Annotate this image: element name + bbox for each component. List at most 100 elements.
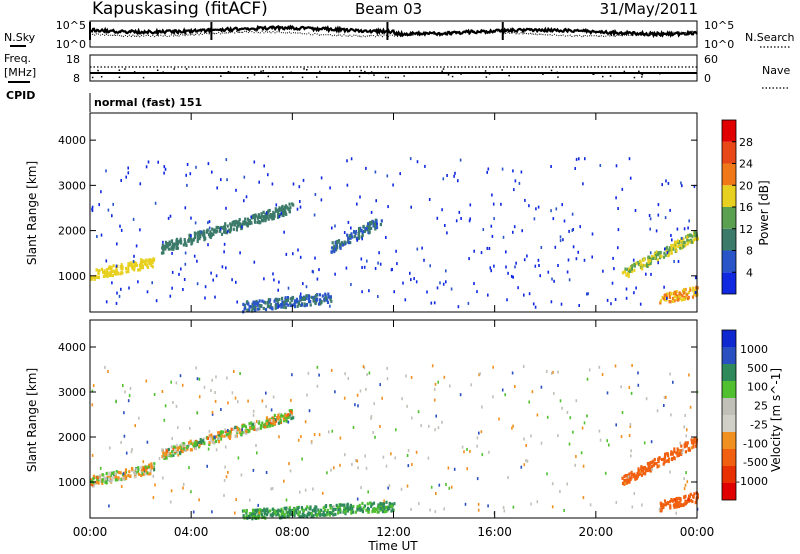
echo-cell [629, 269, 632, 273]
echo-cell [689, 288, 692, 292]
scatter-cell [551, 505, 554, 509]
echo-cell [375, 221, 378, 225]
echo-cell [125, 270, 128, 274]
echo-cell [640, 467, 643, 471]
scatter-cell [681, 184, 683, 188]
echo-cell [656, 253, 659, 257]
echo-cell [683, 495, 686, 499]
time-tick-label: 00:00 [73, 525, 108, 539]
echo-cell [249, 220, 252, 225]
scatter-cell [568, 442, 571, 446]
echo-cell [277, 214, 280, 218]
scatter-cell [350, 283, 352, 286]
scatter-cell [171, 437, 173, 440]
echo-cell [672, 503, 675, 507]
scatter-cell [334, 224, 336, 228]
echo-cell [674, 293, 677, 297]
echo-cell [253, 427, 256, 431]
scatter-cell [377, 295, 379, 298]
echo-cell [200, 441, 203, 445]
freq-dot [453, 72, 456, 74]
echo-cell [366, 502, 369, 506]
scatter-cell [402, 281, 404, 285]
scatter-cell [171, 251, 173, 255]
scatter-cell [450, 485, 453, 489]
echo-cell [242, 220, 245, 224]
scatter-cell [562, 238, 564, 242]
scatter-cell [537, 205, 540, 209]
scatter-cell [493, 264, 495, 268]
echo-cell [677, 496, 680, 501]
echo-cell [149, 472, 152, 476]
echo-cell [101, 481, 104, 485]
echo-cell [307, 513, 310, 517]
colorbar-segment [722, 272, 736, 294]
echo-cell [262, 214, 265, 219]
echo-cell [202, 229, 205, 233]
scatter-cell [523, 258, 526, 262]
scatter-cell [437, 426, 440, 430]
y-tick-label: 3000 [58, 179, 86, 192]
echo-cell [264, 307, 268, 312]
echo-cell [237, 220, 240, 224]
echo-cell [678, 242, 681, 246]
echo-cell [637, 262, 641, 266]
echo-cell [666, 501, 669, 505]
scatter-cell [253, 160, 256, 164]
echo-cell [232, 227, 235, 231]
scatter-cell [252, 468, 255, 472]
echo-cell [231, 223, 234, 227]
echo-cell [287, 303, 290, 307]
scatter-cell [283, 479, 285, 483]
scatter-cell [312, 270, 314, 274]
scatter-cell [267, 173, 269, 177]
freq-dot [633, 76, 636, 79]
scatter-cell [343, 231, 346, 234]
echo-cell [288, 202, 291, 206]
echo-cell [632, 475, 635, 479]
scatter-cell [170, 489, 173, 493]
scatter-cell [434, 382, 437, 386]
echo-cell [648, 467, 651, 471]
echo-cell [142, 259, 145, 263]
echo-cell [172, 453, 175, 457]
freq-dot [173, 68, 175, 70]
echo-cell [680, 449, 683, 453]
scatter-cell [557, 370, 559, 374]
scatter-cell [629, 176, 632, 180]
scatter-cell [305, 285, 308, 289]
echo-cell [649, 469, 652, 473]
echo-cell [201, 439, 205, 443]
echo-cell [275, 513, 278, 517]
echo-cell [244, 217, 247, 221]
scatter-cell [507, 476, 509, 480]
echo-cell [380, 219, 383, 223]
scatter-cell [302, 282, 304, 286]
freq-dot [451, 75, 454, 78]
echo-cell [285, 212, 288, 216]
echo-cell [273, 212, 276, 216]
scatter-cell [239, 251, 241, 255]
scatter-cell [575, 257, 578, 261]
echo-cell [683, 443, 686, 447]
echo-cell [678, 291, 681, 295]
echo-cell [288, 209, 291, 213]
echo-cell [196, 441, 200, 445]
echo-cell [375, 226, 379, 230]
scatter-cell [145, 379, 148, 383]
echo-cell [257, 220, 260, 224]
echo-cell [376, 510, 379, 514]
echo-cell [251, 303, 254, 307]
scatter-cell [478, 373, 480, 377]
echo-cell [327, 292, 330, 296]
echo-cell [673, 299, 676, 303]
scatter-cell [461, 445, 464, 449]
echo-cell [146, 466, 149, 470]
scatter-cell [526, 459, 529, 463]
echo-cell [261, 219, 264, 223]
scatter-cell [280, 414, 282, 418]
scatter-cell [195, 165, 197, 169]
scatter-cell [577, 250, 579, 254]
scatter-cell [206, 464, 208, 468]
echo-cell [236, 224, 240, 228]
